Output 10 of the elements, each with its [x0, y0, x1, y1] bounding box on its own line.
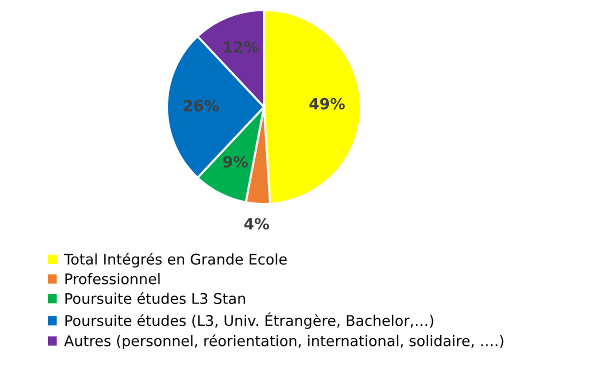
data-label: 9% — [223, 156, 248, 168]
data-label: 12% — [224, 41, 259, 53]
data-label: 49% — [309, 98, 345, 110]
legend-label: Poursuite études L3 Stan — [65, 292, 246, 304]
legend-label: Total Intégrés en Grande Ecole — [64, 252, 287, 268]
data-label: 4% — [244, 218, 270, 230]
legend-label: Professionnel — [65, 273, 160, 284]
data-label: 26% — [184, 100, 219, 112]
legend-label: Autres (personnel, réorientation, international, solidaire, ….) — [64, 334, 504, 350]
legend-label: Poursuite études (L3, Univ. Étrangère, Bachelor,…) — [65, 312, 434, 329]
